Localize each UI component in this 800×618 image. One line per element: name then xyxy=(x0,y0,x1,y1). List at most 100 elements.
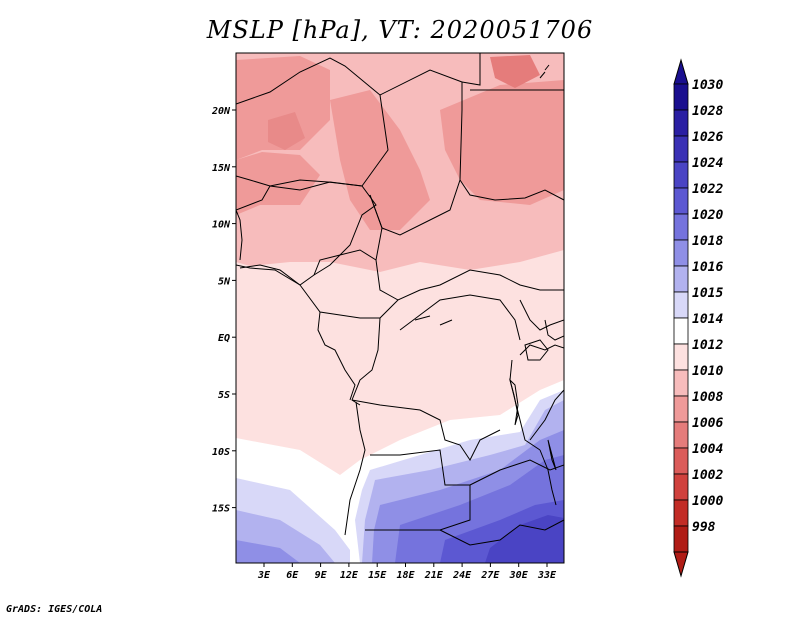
colorbar-swatch xyxy=(673,161,689,189)
lat-tick-label: 15N xyxy=(212,163,231,174)
border-chad xyxy=(369,69,463,236)
border-uganda xyxy=(519,299,564,331)
border-drc-angola xyxy=(351,399,501,461)
lake-tanganyika xyxy=(509,378,519,426)
border-zambia xyxy=(469,459,564,486)
latitude-axis: 20N 15N 10N 5N EQ 5S 10S 15S xyxy=(211,106,236,515)
lon-tick-label: 24E xyxy=(452,570,472,581)
border-cameroon xyxy=(313,249,377,276)
lake-nasser xyxy=(539,64,550,79)
colorbar-swatch xyxy=(673,213,689,241)
colorbar-label: 1016 xyxy=(692,260,723,275)
border-gabon-congo xyxy=(317,311,356,401)
field-1018-sw xyxy=(236,540,300,563)
colorbar-label: 1028 xyxy=(692,104,723,119)
field-1008-northwest xyxy=(236,56,330,160)
colorbar-swatch xyxy=(673,83,689,111)
border-cameroon-south xyxy=(299,284,399,319)
border-namibia-botswana xyxy=(439,519,564,546)
lat-tick-label: 20N xyxy=(211,106,231,117)
colorbar-label: 1004 xyxy=(692,442,723,457)
colorbar-label: 1014 xyxy=(692,312,723,327)
map-title: MSLP [hPa], VT: 2020051706 xyxy=(206,16,594,44)
colorbar-swatch xyxy=(673,447,689,475)
field-1024 xyxy=(485,515,564,563)
lon-tick-label: 15E xyxy=(368,570,387,581)
colorbar-swatch xyxy=(673,239,689,267)
colorbar-label: 1002 xyxy=(692,468,723,483)
lat-tick-label: EQ xyxy=(218,333,230,344)
credit-text: GrADS: IGES/COLA xyxy=(6,604,103,615)
colorbar-swatch xyxy=(673,187,689,215)
colorbar-swatch xyxy=(673,109,689,137)
lon-tick-label: 30E xyxy=(509,570,529,581)
colorbar-swatch xyxy=(673,395,689,423)
lon-tick-label: 3E xyxy=(257,570,271,581)
colorbar-swatch xyxy=(673,343,689,371)
lat-tick-label: 10N xyxy=(212,220,231,231)
lat-tick-label: 5S xyxy=(218,390,230,401)
border-kenya xyxy=(544,319,564,341)
coast-angola xyxy=(344,401,366,536)
lon-tick-label: 18E xyxy=(396,570,415,581)
lake-victoria xyxy=(524,339,549,361)
colorbar-label: 1000 xyxy=(692,494,723,509)
border-congo-drc xyxy=(351,317,381,406)
country-borders xyxy=(236,53,564,546)
coast-gulf-guinea xyxy=(236,264,301,286)
colorbar-label: 1018 xyxy=(692,234,723,249)
border-nigeria xyxy=(236,181,377,286)
map-frame xyxy=(235,52,565,564)
border-car xyxy=(369,194,564,301)
colorbar-label: 1012 xyxy=(692,338,723,353)
colorbar-swatch xyxy=(673,291,689,319)
colorbar-label: 1030 xyxy=(692,78,723,93)
lon-tick-label: 27E xyxy=(480,570,500,581)
colorbar-swatch xyxy=(673,369,689,397)
pressure-field xyxy=(236,53,564,563)
lat-tick-label: 15S xyxy=(212,504,230,515)
border-drc-north xyxy=(399,294,521,341)
colorbar-swatch xyxy=(673,473,689,501)
field-1008-central xyxy=(330,90,430,230)
colorbar-label: 1022 xyxy=(692,182,723,197)
colorbar-swatch xyxy=(673,265,689,293)
lon-tick-label: 21E xyxy=(424,570,444,581)
colorbar-label: 1024 xyxy=(692,156,723,171)
border-rwanda xyxy=(519,344,564,356)
field-1006-ne xyxy=(490,55,540,88)
lat-tick-label: 10S xyxy=(212,447,230,458)
colorbar-swatch xyxy=(673,317,689,345)
colorbar-label: 1006 xyxy=(692,416,723,431)
lon-tick-label: 12E xyxy=(340,570,359,581)
colorbar: 1030 1028 1026 1024 1022 1020 1018 1016 1015 1014… xyxy=(673,58,723,578)
colorbar-label: 998 xyxy=(692,520,716,535)
colorbar-swatch xyxy=(673,421,689,449)
colorbar-swatch xyxy=(673,499,689,527)
border-tanzania xyxy=(529,389,564,441)
lon-tick-label: 6E xyxy=(286,570,299,581)
colorbar-label: 1010 xyxy=(692,364,723,379)
colorbar-label: 1026 xyxy=(692,130,723,145)
border-malawi xyxy=(539,449,557,506)
lake-malawi xyxy=(547,439,557,471)
lat-tick-label: 5N xyxy=(218,276,231,287)
field-1008-west xyxy=(236,152,320,215)
colorbar-swatch xyxy=(673,525,689,553)
colorbar-label: 1015 xyxy=(692,286,723,301)
field-1007-w xyxy=(268,112,305,150)
border-benin xyxy=(236,209,243,261)
colorbar-bottom-arrow xyxy=(673,551,689,578)
border-sudan-south xyxy=(459,179,564,201)
lon-tick-label: 33E xyxy=(537,570,557,581)
lon-tick-label: 9E xyxy=(315,570,328,581)
river-congo xyxy=(414,315,453,326)
colorbar-label: 1020 xyxy=(692,208,723,223)
colorbar-top-arrow xyxy=(673,58,689,85)
colorbar-swatch xyxy=(673,135,689,163)
border-libya-sudan xyxy=(461,53,481,86)
longitude-axis: 3E 6E 9E 12E 15E 18E 21E 24E 27E 30E 33E xyxy=(257,563,557,581)
field-1008-northeast xyxy=(440,80,564,205)
colorbar-label: 1008 xyxy=(692,390,723,405)
